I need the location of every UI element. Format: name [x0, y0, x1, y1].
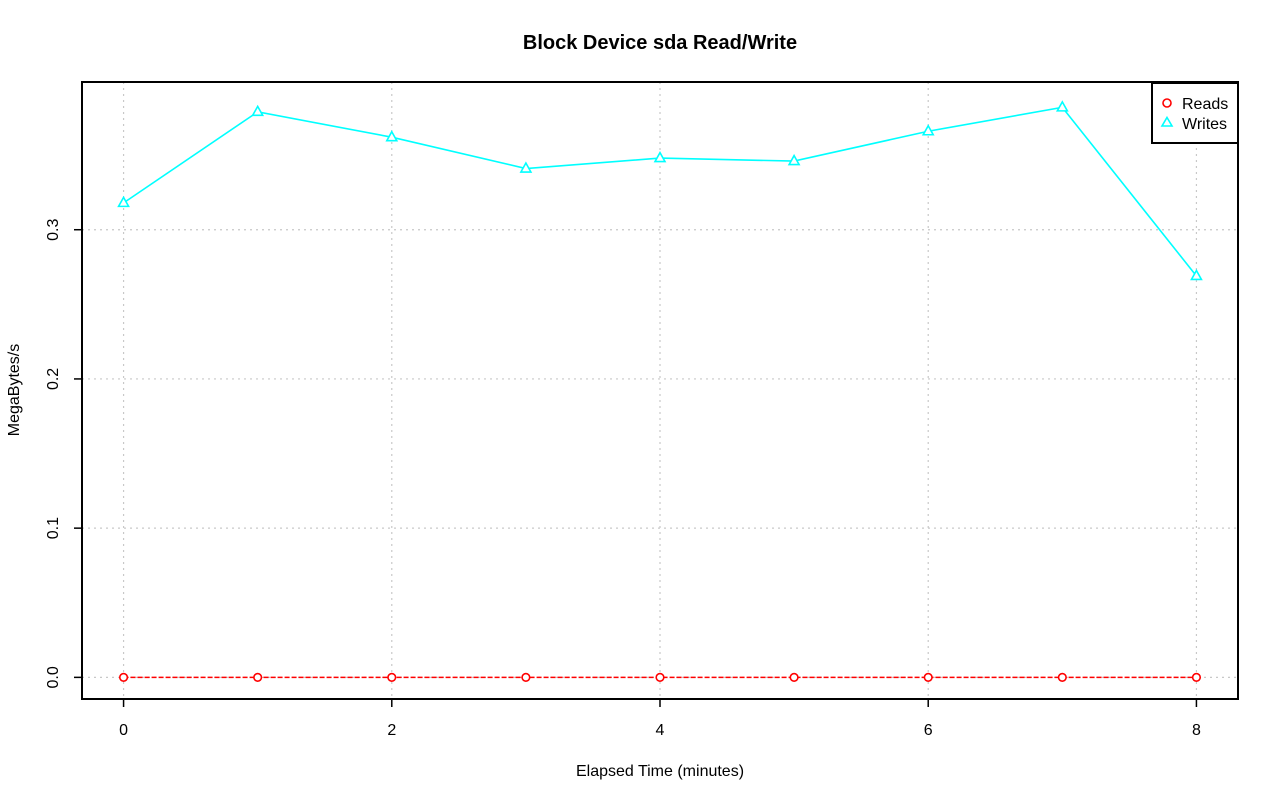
y-tick-label: 0.2 [45, 368, 62, 390]
legend-reads-label: Reads [1182, 96, 1228, 113]
chart-title: Block Device sda Read/Write [523, 32, 797, 54]
data-point [519, 161, 533, 173]
y-tick-label: 0.1 [45, 517, 62, 539]
data-point [387, 672, 397, 682]
data-point [923, 672, 933, 682]
x-tick-label: 2 [387, 722, 396, 739]
data-point [921, 124, 935, 136]
y-tick-label: 0.3 [45, 219, 62, 241]
data-point [1191, 672, 1202, 682]
x-tick-label: 0 [119, 722, 128, 739]
legend-writes-label: Writes [1182, 116, 1227, 133]
x-tick-label: 6 [924, 722, 933, 739]
data-point [521, 672, 531, 682]
data-point [1055, 100, 1069, 112]
legend-writes-marker [1160, 115, 1174, 127]
data-point [787, 153, 801, 166]
data-point [118, 672, 129, 682]
data-point [1057, 672, 1067, 682]
x-tick-label: 8 [1192, 722, 1201, 739]
y-axis-title: MegaBytes/s [6, 344, 23, 436]
y-tick-label: 0.0 [45, 666, 62, 688]
legend-reads-marker [1162, 98, 1172, 108]
axes: 0 2 4 6 8 0.0 0.1 0.2 0.3 [45, 219, 1201, 739]
data-point [251, 104, 265, 117]
data-point [253, 672, 263, 682]
legend: Reads Writes [1151, 82, 1239, 144]
data-point [789, 672, 799, 682]
data-point [117, 195, 130, 208]
x-tick-label: 4 [656, 722, 665, 739]
x-axis-title: Elapsed Time (minutes) [576, 763, 744, 780]
legend-box [1151, 82, 1239, 144]
data-point [1190, 268, 1203, 281]
series-reads [118, 672, 1202, 682]
series-writes [117, 100, 1203, 281]
data-point [653, 150, 667, 163]
data-point [385, 130, 399, 142]
series [117, 100, 1203, 682]
data-point [655, 672, 665, 682]
